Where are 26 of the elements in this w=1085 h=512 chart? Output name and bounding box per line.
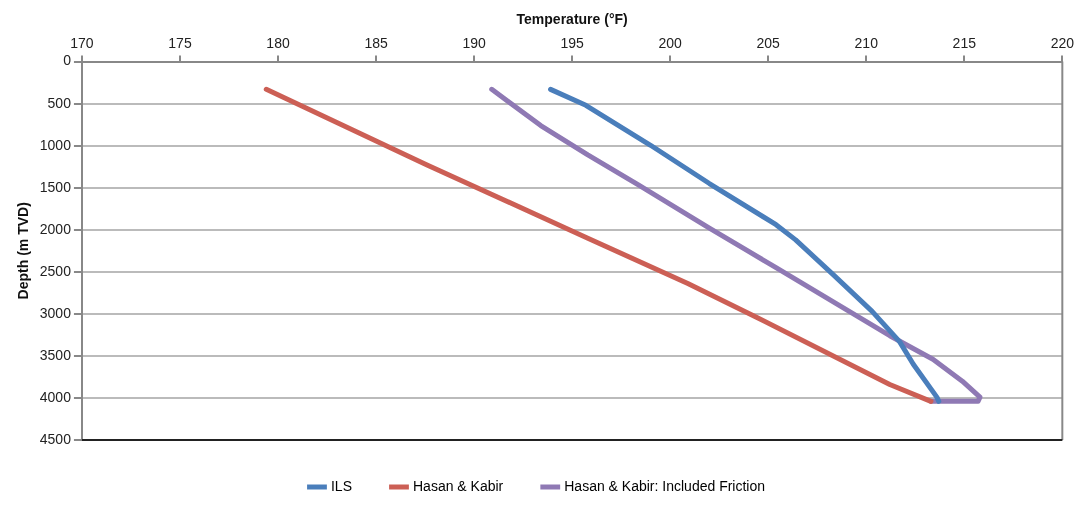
x-tick-label: 200	[658, 35, 683, 52]
x-tick-label: 220	[1050, 35, 1075, 52]
x-tick-label: 170	[70, 35, 94, 52]
y-tick-label: 1000	[39, 136, 72, 153]
y-tick-label: 4500	[39, 430, 72, 447]
x-tick-label: 185	[364, 35, 388, 52]
y-tick-label: 2500	[39, 262, 72, 279]
x-tick-label: 175	[168, 35, 192, 52]
y-tick-label: 0	[63, 52, 72, 69]
y-tick-label: 4000	[39, 388, 72, 405]
x-tick-label: 195	[560, 35, 585, 52]
x-tick-label: 190	[462, 35, 486, 52]
x-tick-label: 180	[266, 35, 290, 52]
legend-label: ILS	[330, 477, 352, 494]
y-tick-label: 1500	[39, 178, 72, 195]
x-axis-title: Temperature (°F)	[516, 11, 628, 28]
legend-label: Hasan & Kabir: Included Friction	[564, 477, 766, 494]
x-tick-label: 210	[854, 35, 879, 52]
y-tick-label: 3500	[39, 346, 72, 363]
legend-label: Hasan & Kabir	[412, 477, 504, 494]
y-tick-label: 2000	[39, 220, 72, 237]
y-axis-title: Depth (m TVD)	[15, 202, 32, 300]
y-tick-label: 500	[47, 94, 72, 111]
y-tick-label: 3000	[39, 304, 72, 321]
x-tick-label: 205	[756, 35, 781, 52]
x-tick-label: 215	[952, 35, 977, 52]
